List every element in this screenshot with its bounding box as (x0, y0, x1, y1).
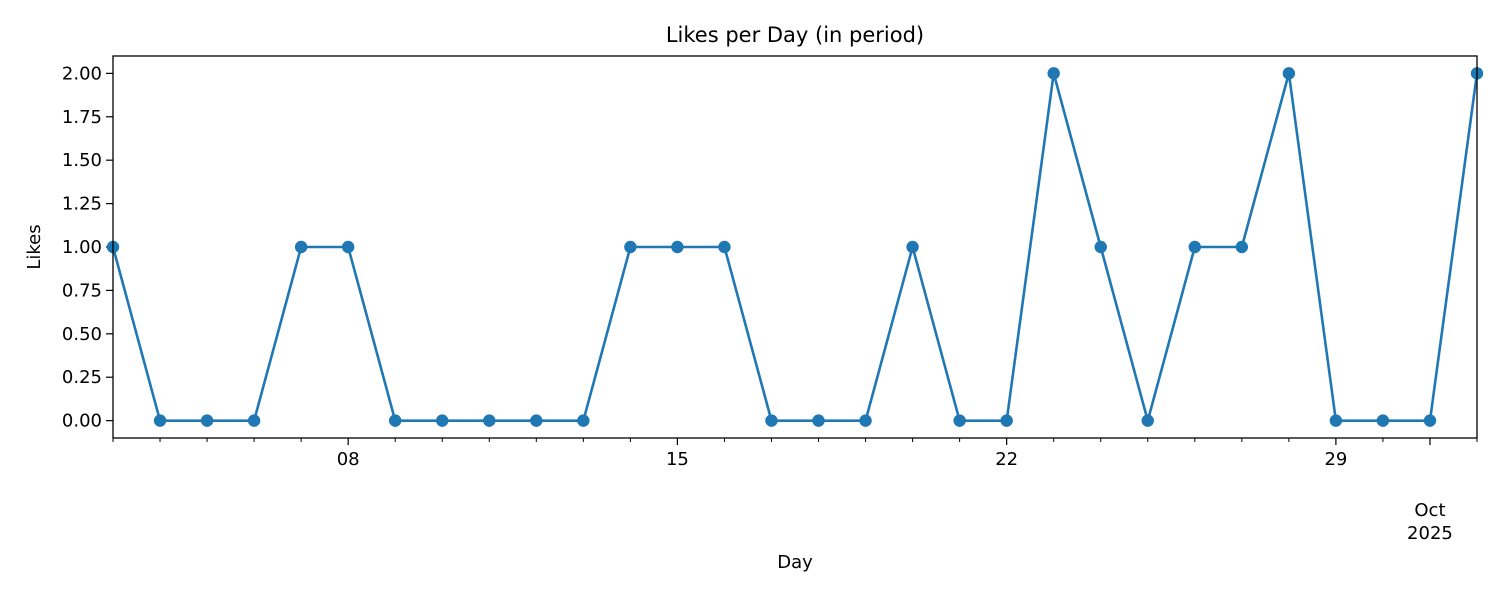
y-axis-label: Likes (24, 224, 45, 269)
data-point (1329, 414, 1343, 427)
data-point (247, 414, 261, 427)
y-tick-label: 0.00 (62, 411, 102, 432)
y-tick-label: 0.50 (62, 324, 102, 345)
x-tick-label: 15 (666, 449, 689, 470)
data-point (577, 414, 590, 427)
y-tick-label: 0.75 (62, 280, 102, 301)
data-point (1000, 414, 1013, 427)
data-point (859, 414, 872, 427)
data-point (624, 240, 637, 254)
data-point (906, 240, 919, 254)
x-tick-label: 29 (1324, 449, 1347, 470)
data-point (530, 414, 543, 427)
data-point (1423, 414, 1437, 427)
chart-title: Likes per Day (in period) (666, 23, 924, 47)
data-point (1376, 414, 1390, 427)
data-point (1141, 414, 1154, 427)
x-tick-label: 22 (995, 449, 1018, 470)
x-tick-label-month: Oct (1414, 500, 1445, 521)
data-point (341, 240, 355, 254)
y-tick-label: 1.25 (62, 194, 102, 215)
series-likes (106, 67, 1484, 427)
y-tick-label: 2.00 (62, 63, 102, 84)
data-point (389, 414, 402, 427)
data-point (1094, 240, 1107, 254)
data-point (200, 414, 214, 427)
data-point (1188, 240, 1201, 254)
data-point (671, 240, 684, 254)
data-point (483, 414, 496, 427)
series-line (111, 72, 1479, 422)
data-point (153, 414, 167, 427)
y-tick-label: 1.00 (62, 237, 102, 258)
x-tick-label-year: 2025 (1407, 523, 1453, 544)
data-point (718, 240, 731, 254)
x-tick-label: 08 (337, 449, 360, 470)
plot-frame (112, 55, 1478, 439)
data-point (1047, 67, 1060, 80)
data-point (1282, 67, 1296, 80)
data-point (953, 414, 966, 427)
data-point (294, 240, 308, 254)
data-point (436, 414, 449, 427)
data-point (812, 414, 825, 427)
data-point (765, 414, 778, 427)
data-point (1235, 240, 1249, 254)
y-tick-label: 1.75 (62, 107, 102, 128)
y-tick-label: 1.50 (62, 150, 102, 171)
y-axis: 0.00 0.25 0.50 0.75 1.00 1.25 1.50 1.75 2.00 (62, 63, 113, 432)
y-tick-label: 0.25 (62, 367, 102, 388)
x-axis-label: Day (777, 552, 813, 573)
